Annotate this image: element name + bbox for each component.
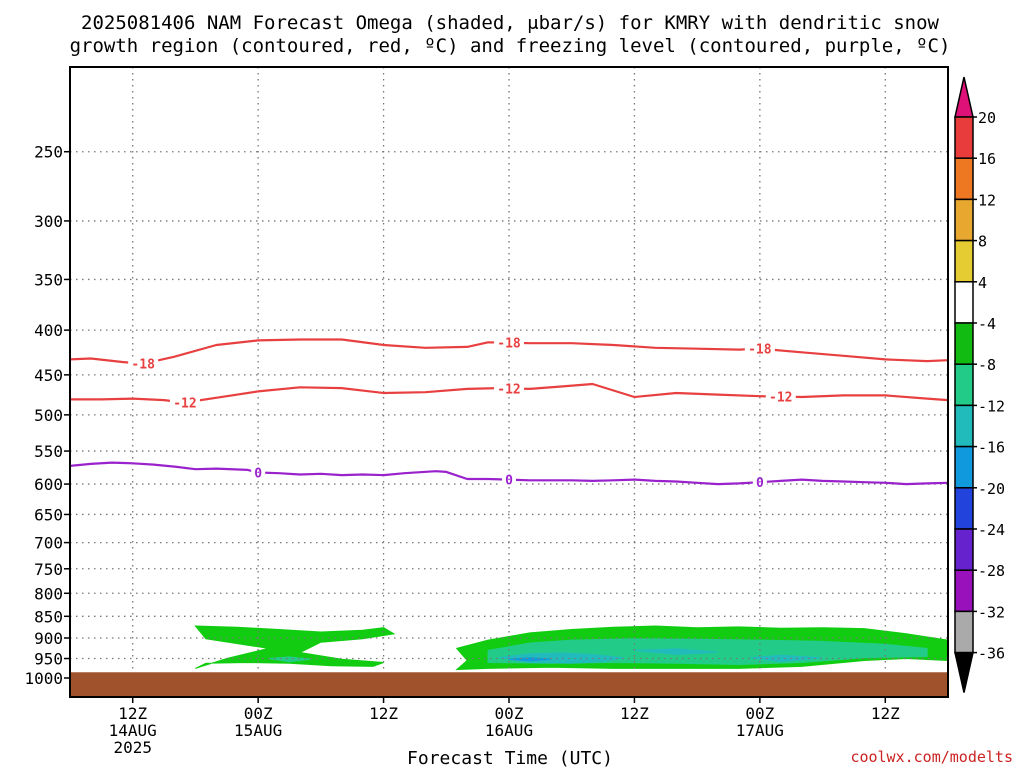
contour-label: -18: [748, 343, 772, 358]
contour-label: -18: [131, 358, 155, 373]
colorbar-under-triangle: [954, 651, 974, 693]
x-tick-label: 12Z: [118, 704, 147, 723]
contour-label: -12: [769, 391, 792, 406]
omega-shaded-region: [194, 625, 396, 669]
colorbar-box: [954, 404, 974, 448]
contour-label: 0: [756, 476, 764, 491]
omega-shaded-region: [634, 648, 719, 656]
colorbar-box: [954, 322, 974, 365]
omega-shaded-region: [749, 654, 823, 663]
chart-title-line-2: growth region (contoured, red, ºC) and f…: [70, 35, 951, 57]
colorbar-label: 16: [978, 150, 996, 168]
colorbar-label: -28: [978, 562, 1005, 580]
contour-label-bg: [494, 335, 524, 350]
y-tick-label: 700: [34, 534, 63, 553]
contour-label-bg: [744, 341, 775, 356]
x-tick-label: 00Z: [244, 704, 273, 723]
contour-label: 0: [505, 474, 513, 489]
colorbar-box: [954, 528, 974, 571]
colorbar-label: -32: [978, 603, 1005, 621]
y-tick-label: 600: [34, 475, 63, 494]
colorbar-box: [954, 363, 974, 407]
y-tick-label: 900: [34, 629, 63, 648]
y-tick-label: 500: [34, 406, 63, 425]
colorbar-label: -8: [978, 356, 996, 374]
colorbar-box: [954, 487, 974, 530]
colorbar-box: [954, 198, 974, 242]
colorbar-box: [954, 116, 974, 159]
colorbar-label: -4: [978, 315, 996, 333]
x-tick-label: 2025: [113, 738, 152, 757]
x-tick-label: 12Z: [369, 704, 398, 723]
plot-area: -18 -18 -18 -12 -12 -12 0 0 0 250 300 350 400 450 500 5…: [24, 66, 949, 757]
y-tick-label: 250: [34, 143, 63, 162]
x-tick-label: 00Z: [495, 704, 524, 723]
colorbar-label: 20: [978, 109, 996, 127]
credit-text: coolwx.com/modelts: [850, 748, 1013, 766]
colorbar-label: -24: [978, 521, 1005, 539]
colorbar-label: 8: [978, 233, 987, 251]
x-tick-label: 17AUG: [736, 721, 784, 740]
grid: [70, 67, 948, 673]
y-tick-label: 650: [34, 505, 63, 524]
y-tick-label: 800: [34, 584, 63, 603]
colorbar-label: -16: [978, 439, 1005, 457]
colorbar-label: -12: [978, 397, 1005, 415]
y-tick-label: 400: [34, 321, 63, 340]
colorbar-over-triangle: [954, 76, 974, 118]
y-tick-label: 850: [34, 607, 63, 626]
chart-title-line-1: 2025081406 NAM Forecast Omega (shaded, μ…: [81, 12, 939, 34]
x-tick-label: 00Z: [745, 704, 774, 723]
contour-label: -12: [173, 397, 196, 412]
colorbar-box: [954, 445, 974, 489]
x-tick-label: 12Z: [620, 704, 649, 723]
contour-line: [70, 338, 948, 365]
colorbar-box: [954, 610, 974, 654]
contour-label-bg: [128, 356, 159, 371]
contour-label-bg: [502, 472, 516, 487]
omega-shaded-region: [268, 656, 311, 663]
x-tick-label: 16AUG: [485, 721, 533, 740]
contour-label-bg: [251, 465, 266, 480]
colorbar-label: -20: [978, 480, 1005, 498]
contour-label-bg: [169, 395, 200, 410]
colorbar-box: [954, 281, 974, 324]
contour-label-bg: [752, 475, 767, 490]
y-tick-label: 950: [34, 650, 63, 669]
contour-label: -18: [497, 337, 521, 352]
x-tick-label: 15AUG: [234, 721, 282, 740]
x-axis-label: Forecast Time (UTC): [407, 748, 613, 768]
colorbar-box: [954, 569, 974, 613]
ground-fill: [70, 672, 948, 697]
y-tick-label: 350: [34, 270, 63, 289]
y-tick-label: 550: [34, 442, 63, 461]
x-tick-label: 14AUG: [109, 721, 157, 740]
contour-label-bg: [494, 381, 524, 396]
x-tick-label: 12Z: [871, 704, 900, 723]
colorbar-label: 12: [978, 191, 996, 209]
y-tick-label: 1000: [24, 669, 63, 688]
contour-label-bg: [765, 389, 796, 404]
contour-label: -12: [497, 382, 520, 397]
colorbar: 20 16 12 8 4 -4 -8 -12 -16 -20 -24 -28 -32 -36: [954, 76, 1005, 693]
colorbar-box: [954, 157, 974, 201]
colorbar-label: 4: [978, 274, 987, 292]
colorbar-label: -36: [978, 645, 1005, 663]
contour-label: 0: [254, 467, 262, 482]
y-tick-label: 300: [34, 212, 63, 231]
colorbar-box: [954, 239, 974, 283]
plot-clip-group: -18 -18 -18 -12 -12 -12 0 0 0: [70, 67, 948, 697]
y-tick-label: 450: [34, 366, 63, 385]
y-tick-label: 750: [34, 560, 63, 579]
omega-shaded-region: [508, 657, 551, 662]
